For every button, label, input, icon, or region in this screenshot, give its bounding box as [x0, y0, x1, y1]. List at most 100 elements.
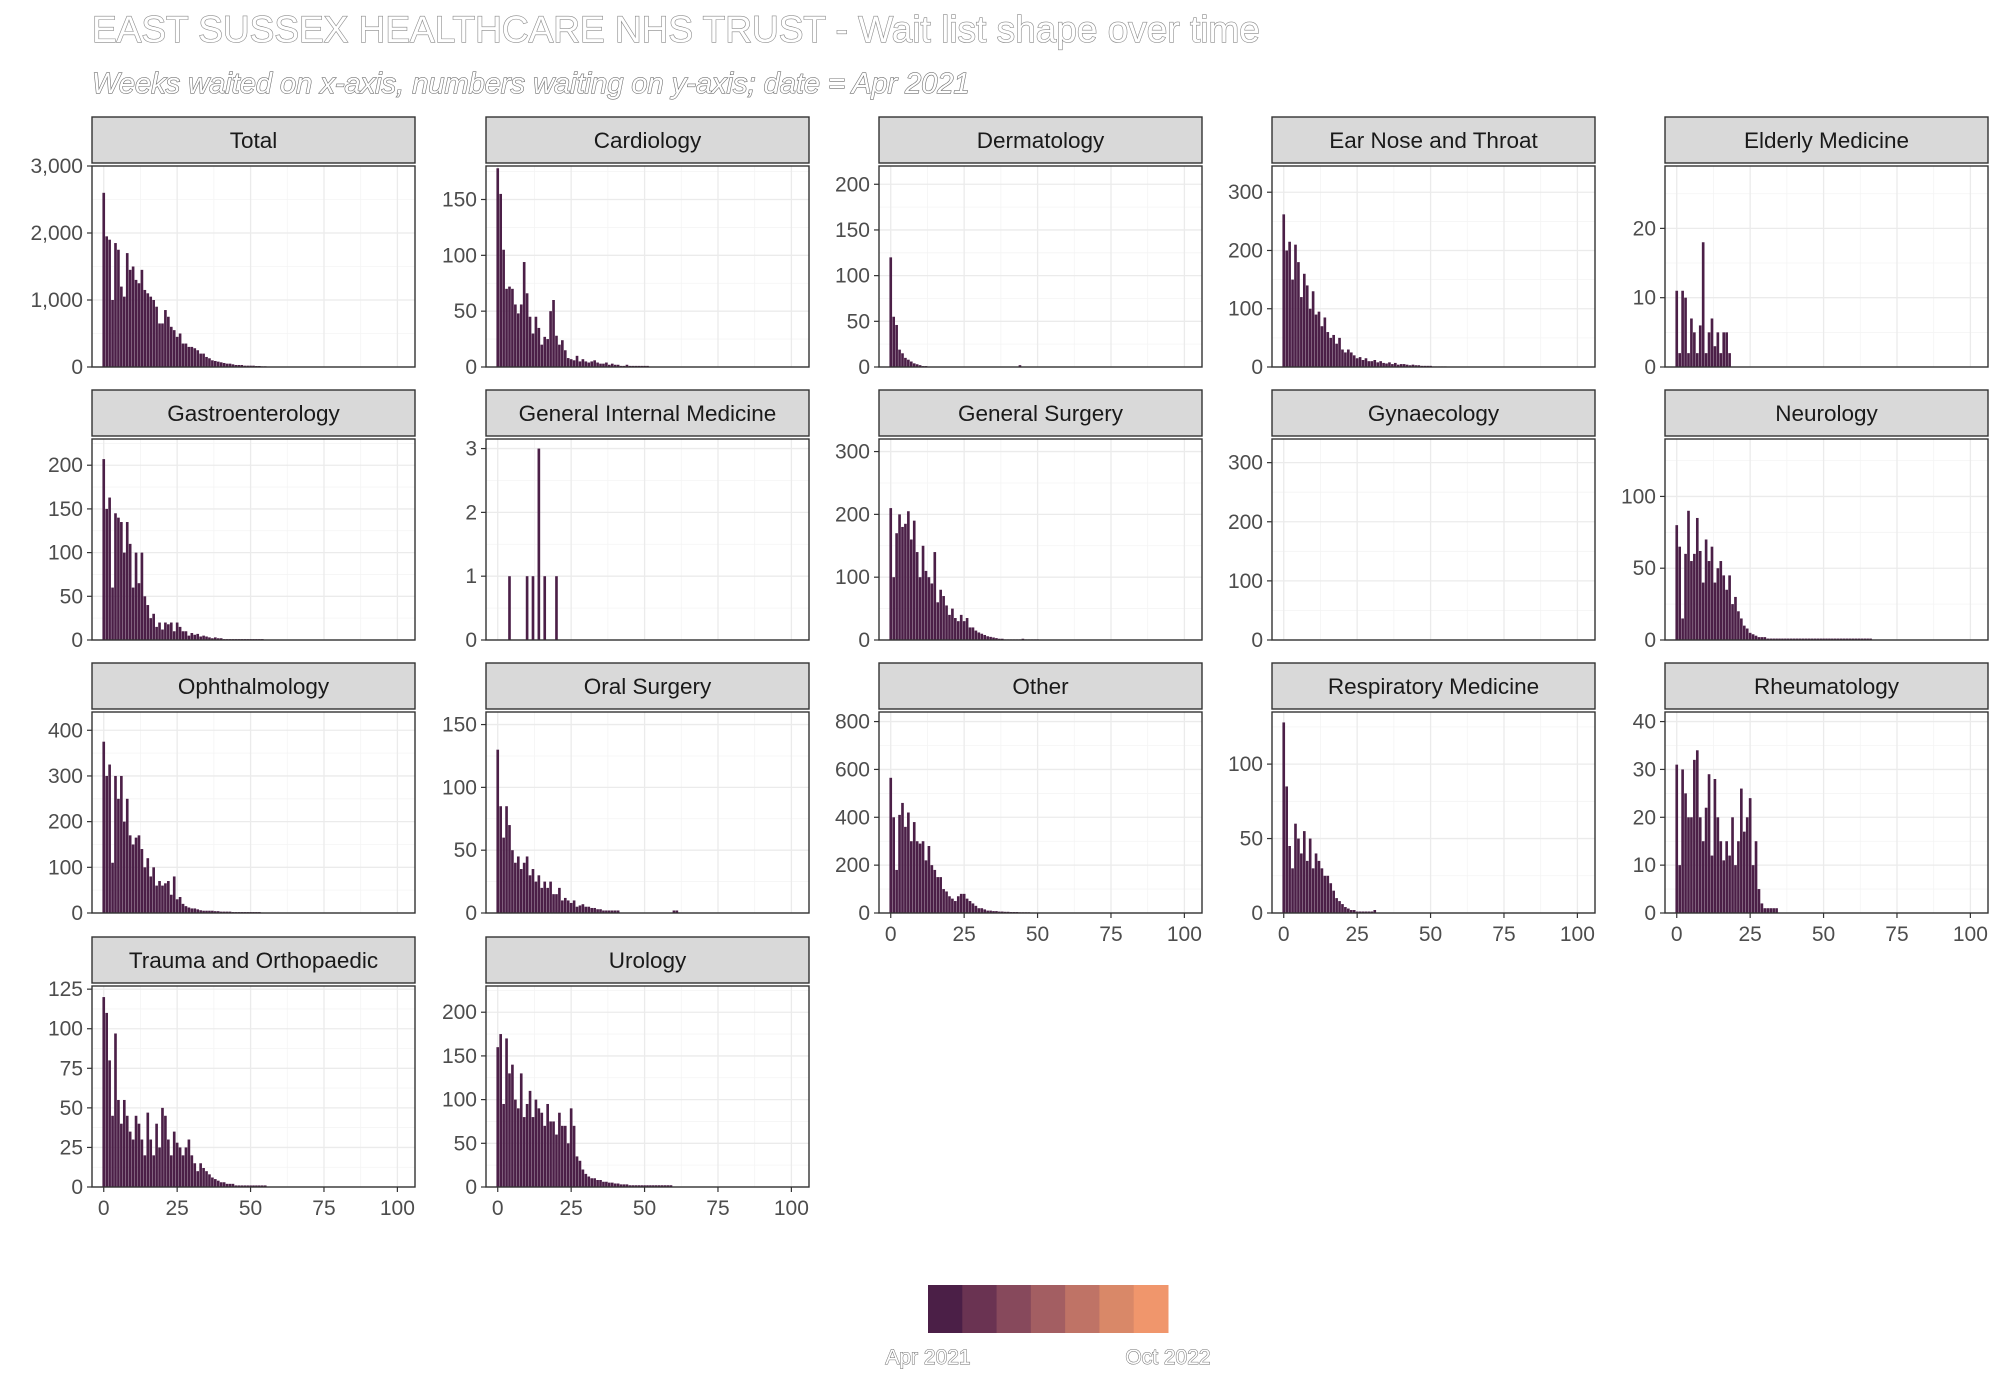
- bar-ophthalmology-week-7: [122, 821, 126, 913]
- bar-neurology-week-30: [1763, 637, 1767, 640]
- bar-rheumatology-week-14: [1716, 817, 1720, 913]
- bar-gastroenterology-week-17: [152, 613, 155, 640]
- bar-ear-nose-and-throat-week-14: [1323, 317, 1327, 367]
- bar-ear-nose-and-throat-week-22: [1347, 349, 1350, 367]
- bar-neurology-week-4: [1687, 510, 1690, 640]
- bar-cardiology-week-14: [537, 327, 541, 367]
- bar-oral-surgery-week-19: [552, 894, 555, 913]
- bar-other-week-25: [962, 893, 966, 913]
- bar-gastroenterology-week-23: [169, 622, 173, 640]
- bar-total-week-7: [122, 296, 126, 367]
- bar-trauma-and-orthopaedic-week-44: [231, 1183, 235, 1187]
- bar-ear-nose-and-throat-week-33: [1379, 361, 1382, 367]
- bar-trauma-and-orthopaedic-week-15: [146, 1112, 150, 1187]
- bar-cardiology-week-16: [543, 336, 547, 367]
- bar-neurology-week-6: [1693, 553, 1696, 640]
- bar-gastroenterology-week-5: [117, 517, 120, 640]
- bar-ophthalmology-week-33: [199, 910, 202, 913]
- bar-trauma-and-orthopaedic-week-52: [255, 1185, 258, 1187]
- bar-trauma-and-orthopaedic-week-9: [128, 1131, 132, 1187]
- x-tick-label-urology-1: 25: [559, 1197, 582, 1220]
- bar-cardiology-week-8: [519, 304, 523, 367]
- bar-ophthalmology-week-26: [178, 897, 182, 913]
- bar-urology-week-51: [646, 1185, 649, 1187]
- bar-gastroenterology-week-18: [155, 626, 158, 640]
- bar-ophthalmology-week-14: [143, 867, 147, 913]
- bar-dermatology-week-8: [912, 363, 916, 367]
- bar-gastroenterology-week-25: [175, 622, 179, 640]
- bar-neurology-week-20: [1734, 596, 1737, 640]
- bar-respiratory-medicine-week-1: [1285, 786, 1289, 913]
- bar-urology-week-27: [575, 1156, 579, 1187]
- bar-urology-week-48: [637, 1185, 641, 1187]
- bar-urology-week-35: [599, 1180, 602, 1187]
- bar-gastroenterology-week-31: [193, 634, 197, 640]
- strip-label-elderly-medicine: Elderly Medicine: [1744, 128, 1909, 153]
- bar-trauma-and-orthopaedic-week-17: [152, 1155, 155, 1187]
- bar-neurology-week-21: [1737, 611, 1740, 640]
- bar-respiratory-medicine-week-24: [1352, 910, 1356, 913]
- bar-cardiology-week-4: [508, 286, 511, 367]
- bar-rheumatology-week-20: [1734, 865, 1737, 913]
- bar-ophthalmology-week-35: [205, 910, 208, 913]
- bar-ophthalmology-week-5: [117, 798, 120, 913]
- y-tick-label-cardiology-0: 0: [465, 356, 477, 379]
- bar-urology-week-53: [652, 1185, 655, 1187]
- bar-dermatology-week-3: [898, 349, 901, 367]
- bar-urology-week-43: [622, 1184, 626, 1187]
- bar-other-week-13: [927, 846, 931, 913]
- bar-ear-nose-and-throat-week-13: [1320, 326, 1324, 367]
- bar-dermatology-week-9: [915, 364, 919, 367]
- bar-ear-nose-and-throat-week-9: [1308, 308, 1312, 367]
- bar-rheumatology-week-11: [1707, 774, 1711, 913]
- bar-respiratory-medicine-week-4: [1294, 823, 1297, 913]
- y-tick-label-elderly-medicine-1: 10: [1633, 287, 1656, 310]
- bar-rheumatology-week-4: [1687, 817, 1690, 913]
- bar-respiratory-medicine-week-18: [1335, 898, 1338, 913]
- bar-total-week-11: [134, 279, 138, 367]
- bar-gastroenterology-week-21: [164, 622, 167, 640]
- panel-gastroenterology: Gastroenterology 0 50 100 150 200: [48, 389, 416, 652]
- bar-dermatology-week-0: [889, 257, 893, 367]
- panel-border-general-surgery: [878, 438, 1203, 641]
- bar-trauma-and-orthopaedic-week-12: [137, 1123, 141, 1187]
- bar-rheumatology-week-7: [1695, 750, 1699, 913]
- bar-oral-surgery-week-27: [575, 906, 579, 913]
- bar-total-week-29: [187, 346, 191, 367]
- bar-ear-nose-and-throat-week-5: [1297, 262, 1300, 367]
- y-tick-label-ophthalmology-2: 200: [48, 811, 83, 834]
- strip-label-oral-surgery: Oral Surgery: [584, 674, 712, 699]
- plot-area-trauma-and-orthopaedic: [92, 986, 415, 1187]
- bar-ophthalmology-week-4: [114, 775, 117, 913]
- y-tick-label-elderly-medicine-0: 0: [1644, 356, 1656, 379]
- bar-ear-nose-and-throat-week-26: [1358, 357, 1362, 367]
- y-tick-label-respiratory-medicine-1: 50: [1240, 828, 1263, 851]
- panel-general-surgery: General Surgery 0 100 200 300: [835, 389, 1203, 652]
- bar-ophthalmology-week-17: [152, 867, 155, 913]
- bar-ophthalmology-week-27: [181, 903, 185, 913]
- bar-total-week-34: [202, 353, 205, 367]
- bar-ophthalmology-week-21: [164, 883, 167, 913]
- bar-neurology-week-7: [1695, 517, 1699, 640]
- bar-total-week-4: [114, 243, 117, 367]
- bar-trauma-and-orthopaedic-week-8: [125, 1115, 129, 1187]
- panel-border-ophthalmology: [91, 711, 416, 914]
- bar-total-week-43: [228, 363, 232, 367]
- strip-label-dermatology: Dermatology: [977, 128, 1105, 153]
- bar-ear-nose-and-throat-week-29: [1367, 361, 1371, 367]
- bar-urology-week-16: [543, 1125, 547, 1187]
- bar-gastroenterology-week-36: [208, 637, 211, 640]
- bar-oral-surgery-week-33: [593, 907, 596, 913]
- y-tick-label-cardiology-3: 150: [442, 189, 477, 212]
- bar-urology-week-36: [602, 1181, 605, 1187]
- y-tick-label-gastroenterology-2: 100: [48, 542, 83, 565]
- bar-neurology-week-42: [1798, 638, 1802, 640]
- bar-urology-week-50: [643, 1185, 646, 1187]
- bar-neurology-week-18: [1728, 575, 1731, 640]
- bar-neurology-week-15: [1719, 561, 1723, 640]
- x-tick-label-other-0: 0: [885, 923, 897, 946]
- legend-swatches: [928, 1285, 1169, 1333]
- bar-dermatology-week-5: [904, 357, 907, 367]
- bar-neurology-week-39: [1789, 638, 1793, 640]
- bar-gastroenterology-week-6: [120, 522, 123, 640]
